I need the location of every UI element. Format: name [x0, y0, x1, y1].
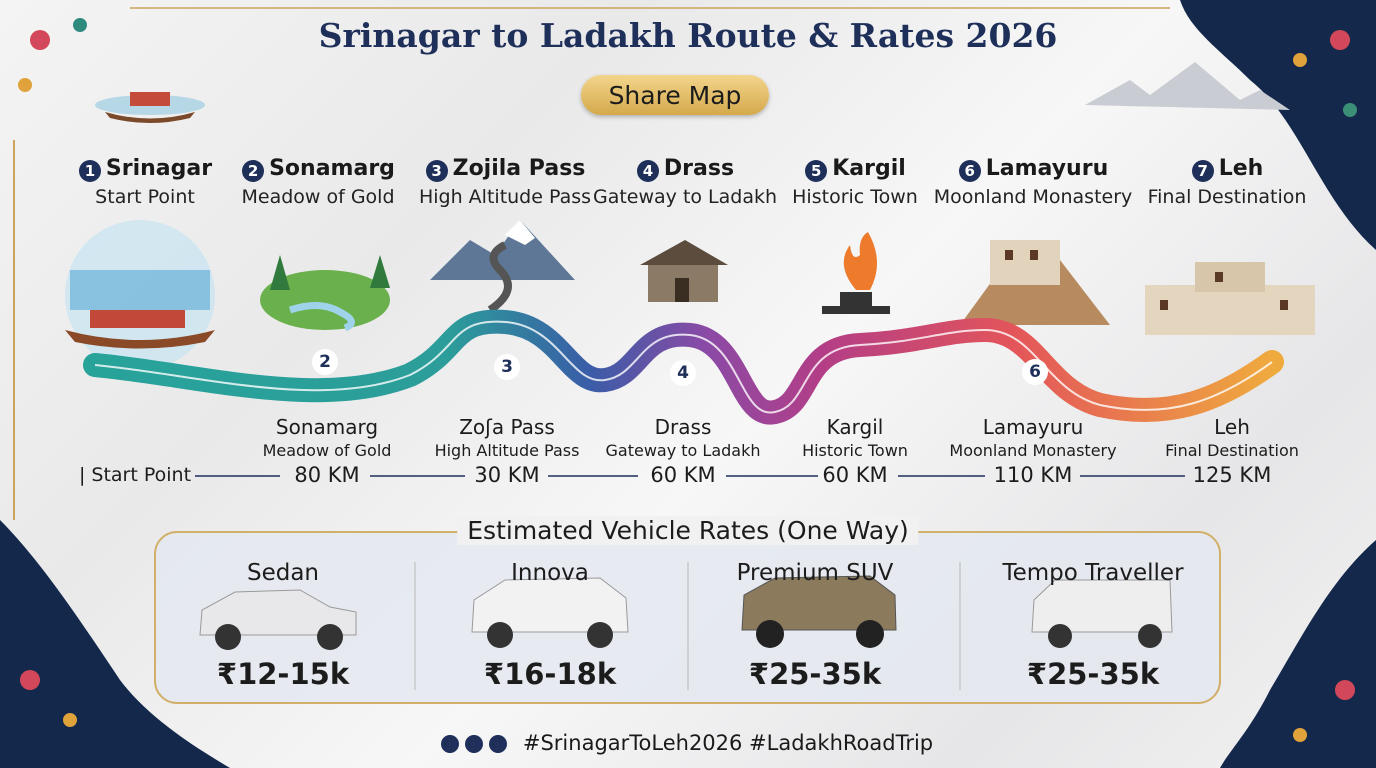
leg-distance: 60 KM: [650, 463, 716, 487]
srinagar-illustration: [65, 220, 215, 370]
vehicle-price: ₹16-18k: [483, 657, 617, 691]
number-badge: 7: [1191, 160, 1214, 182]
title: Srinagar to Ladakh Route & Rates 2026: [318, 16, 1058, 55]
leg-distance: 125 KM: [1192, 463, 1272, 487]
stop-name: Zojila Pass: [452, 156, 586, 181]
leg-distance: 110 KM: [993, 463, 1073, 487]
number-badge: 4: [636, 160, 659, 182]
suv-image: [741, 575, 897, 648]
sonamarg-illustration: [260, 255, 390, 332]
vehicle-name: Premium SUV: [736, 560, 894, 586]
number-badge: 3: [425, 160, 448, 182]
leg-name: Lamayuru: [982, 415, 1084, 439]
vehicle-price: ₹25-35k: [748, 657, 882, 691]
leg-subtitle: Historic Town: [802, 441, 908, 460]
stop-subtitle: Historic Town: [792, 186, 918, 208]
boat-illustration: [95, 92, 205, 123]
number-badge: 1: [78, 160, 101, 182]
leg-distance: 80 KM: [294, 463, 360, 487]
number-badge: 6: [958, 160, 981, 182]
leg-name: Zoʃa Pass: [459, 415, 555, 439]
stop-subtitle: Gateway to Ladakh: [592, 186, 778, 208]
stop-name: Lamayuru: [985, 156, 1109, 181]
number-badge: 2: [312, 349, 338, 375]
vehicle-name: Tempo Traveller: [1002, 560, 1184, 586]
vehicle-price: ₹25-35k: [1026, 657, 1160, 691]
stop-subtitle: High Altitude Pass: [418, 186, 592, 208]
mountain-sketch: [1085, 62, 1290, 110]
hashtags: #SrinagarToLeh2026 #LadakhRoadTrip: [522, 731, 934, 755]
stop-name: Srinagar: [105, 156, 213, 181]
leg-subtitle: Final Destination: [1165, 441, 1299, 460]
number-badge: 3: [494, 354, 520, 380]
kargil-illustration: [822, 232, 890, 314]
stop-subtitle: Start Point: [95, 186, 195, 208]
leg-subtitle: Gateway to Ladakh: [605, 441, 761, 460]
stop-name: Sonamarg: [269, 156, 395, 181]
innova-image: [471, 577, 629, 648]
stop-name: Kargil: [832, 156, 906, 181]
leg-subtitle: Moonland Monastery: [949, 441, 1117, 460]
stop-subtitle: Moonland Monastery: [933, 186, 1133, 208]
leg-name: Kargil: [826, 415, 884, 439]
leg-name: Drass: [654, 415, 712, 439]
leg-subtitle: High Altitude Pass: [434, 441, 580, 460]
rates-title: Estimated Vehicle Rates (One Way): [457, 516, 919, 545]
number-badge: 5: [805, 160, 828, 182]
stop-name: Drass: [663, 156, 735, 181]
share-button[interactable]: Share Map: [581, 75, 769, 115]
vehicle-name: Sedan: [246, 560, 320, 586]
zojila-illustration: [430, 220, 575, 314]
sedan-image: [199, 589, 357, 650]
start-label: | Start Point: [78, 464, 192, 486]
floral-decoration: [18, 18, 1357, 742]
stop-subtitle: Meadow of Gold: [241, 186, 395, 208]
leg-name: Leh: [1214, 415, 1250, 439]
stop-name: Leh: [1218, 156, 1264, 181]
leh-illustration: [1145, 262, 1315, 335]
lamayuru-illustration: [960, 240, 1110, 325]
leg-distance: 30 KM: [474, 463, 540, 487]
number-badge: 4: [670, 360, 696, 386]
number-badge: 2: [242, 160, 265, 182]
leg-subtitle: Meadow of Gold: [262, 441, 392, 460]
social-icons: [441, 735, 507, 753]
number-badge: 6: [1022, 359, 1048, 385]
panel-dividers: [414, 562, 961, 690]
vehicle-price: ₹12-15k: [216, 657, 350, 691]
corner-decoration: [0, 520, 230, 768]
corner-decoration: [1220, 540, 1376, 768]
tempo-image: [1031, 579, 1173, 648]
leg-name: Sonamarg: [275, 415, 379, 439]
leg-distance: 60 KM: [822, 463, 888, 487]
vehicle-name: Innova: [511, 560, 589, 586]
corner-decoration: [1180, 0, 1376, 250]
drass-illustration: [640, 240, 728, 302]
stop-subtitle: Final Destination: [1147, 186, 1307, 208]
